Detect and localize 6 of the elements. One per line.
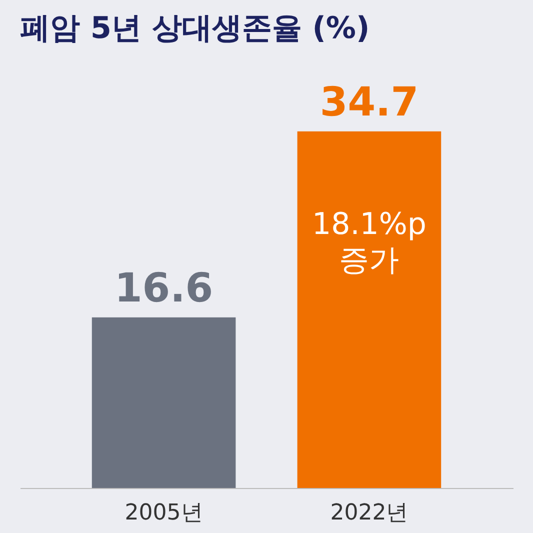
x-tick-label: 2022년 (330, 500, 408, 526)
chart-title: 폐암 5년 상대생존율 (%) (20, 11, 370, 46)
data-label: 16.6 (114, 265, 214, 312)
data-label: 34.7 (320, 79, 419, 126)
annotation: 18.1%p 증가 (312, 206, 426, 278)
x-tick-label: 2005년 (124, 500, 203, 526)
